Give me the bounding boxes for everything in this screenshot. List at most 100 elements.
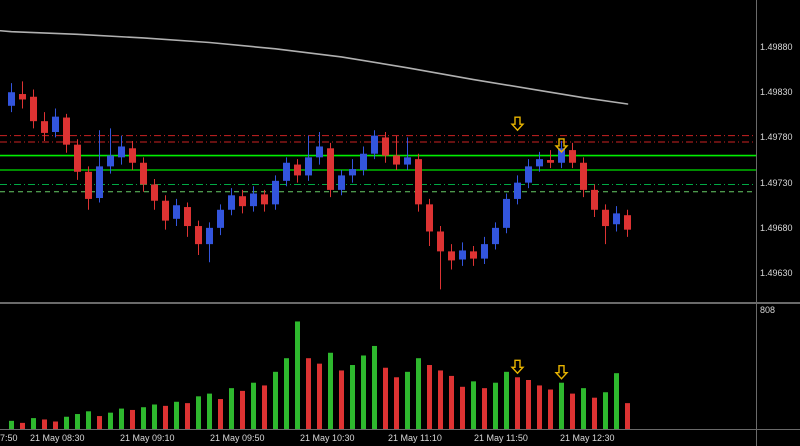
price-chart-pane[interactable] bbox=[0, 0, 756, 302]
volume-bar bbox=[548, 389, 553, 429]
candle bbox=[327, 148, 334, 190]
volume-bar bbox=[108, 412, 113, 429]
candle bbox=[118, 146, 125, 158]
volume-bar bbox=[306, 358, 311, 429]
candle bbox=[415, 159, 422, 205]
volume-bar bbox=[460, 386, 465, 429]
candle bbox=[8, 92, 15, 106]
price-axis-label: 1.49730 bbox=[760, 177, 793, 188]
volume-bar bbox=[361, 355, 366, 429]
volume-bar bbox=[207, 393, 212, 429]
candle bbox=[30, 96, 37, 122]
volume-bar bbox=[262, 385, 267, 429]
volume-bar bbox=[295, 321, 300, 429]
candle bbox=[283, 162, 290, 181]
volume-scale-label: 808 bbox=[760, 305, 776, 315]
volume-bar bbox=[625, 403, 630, 429]
candle bbox=[184, 207, 191, 227]
volume-bar bbox=[31, 418, 36, 429]
time-axis-label: 7:50 bbox=[0, 433, 18, 443]
volume-bar bbox=[42, 419, 47, 429]
candle bbox=[96, 166, 103, 199]
volume-bars bbox=[9, 321, 630, 429]
volume-bar bbox=[64, 416, 69, 429]
volume-bar bbox=[284, 358, 289, 429]
candle bbox=[459, 250, 466, 260]
candle bbox=[206, 227, 213, 245]
time-axis[interactable]: 7:50 21 May 08:30 21 May 09:10 21 May 09:50… bbox=[0, 430, 800, 446]
volume-bar bbox=[581, 388, 586, 429]
candle bbox=[503, 198, 510, 228]
candle bbox=[228, 195, 235, 210]
candle bbox=[63, 117, 70, 145]
candle bbox=[261, 194, 268, 205]
price-axis-label: 1.49880 bbox=[760, 42, 793, 53]
time-axis-label: 21 May 11:10 bbox=[388, 433, 442, 443]
volume-bar bbox=[119, 408, 124, 429]
candle bbox=[19, 94, 26, 100]
candle bbox=[404, 157, 411, 165]
volume-bar bbox=[317, 363, 322, 429]
volume-bar bbox=[372, 345, 377, 429]
candle bbox=[470, 251, 477, 259]
horizontal-level-lines bbox=[0, 135, 756, 193]
volume-bar bbox=[482, 388, 487, 429]
candle bbox=[316, 146, 323, 158]
volume-bar bbox=[592, 397, 597, 429]
time-axis-label: 21 May 08:30 bbox=[30, 433, 85, 443]
candle bbox=[85, 171, 92, 199]
candle bbox=[173, 205, 180, 219]
volume-bar bbox=[9, 420, 14, 429]
volume-bar bbox=[449, 375, 454, 429]
candle bbox=[536, 159, 543, 167]
sell-signal-arrow bbox=[510, 359, 525, 375]
volume-bar bbox=[240, 390, 245, 429]
volume-bar bbox=[174, 401, 179, 429]
candle bbox=[613, 213, 620, 225]
sell-signal-arrow bbox=[510, 116, 525, 132]
volume-bar bbox=[614, 373, 619, 429]
candle bbox=[140, 162, 147, 185]
candle bbox=[338, 175, 345, 190]
candle bbox=[547, 160, 554, 163]
candle bbox=[382, 137, 389, 156]
candle bbox=[580, 162, 587, 190]
candle bbox=[591, 189, 598, 210]
candle bbox=[41, 121, 48, 133]
candle bbox=[272, 180, 279, 205]
candle bbox=[349, 169, 356, 176]
candle bbox=[393, 155, 400, 165]
candle bbox=[448, 251, 455, 261]
time-axis-label: 21 May 12:30 bbox=[560, 433, 615, 443]
candle bbox=[217, 209, 224, 228]
volume-bar bbox=[405, 371, 410, 429]
volume-bar bbox=[570, 393, 575, 429]
candle bbox=[107, 155, 114, 167]
volume-bar bbox=[493, 382, 498, 429]
pane-splitter[interactable] bbox=[0, 302, 800, 304]
candle bbox=[239, 196, 246, 207]
volume-bar bbox=[196, 396, 201, 429]
price-axis-label: 1.49830 bbox=[760, 87, 793, 98]
volume-bar bbox=[75, 414, 80, 429]
volume-bar bbox=[251, 382, 256, 429]
volume-bar bbox=[416, 358, 421, 429]
price-axis[interactable]: 1.49880 1.49830 1.49780 1.49730 1.49680 1.496… bbox=[756, 0, 800, 302]
volume-bar bbox=[559, 382, 564, 429]
volume-bar bbox=[53, 421, 58, 429]
volume-bar bbox=[229, 388, 234, 429]
volume-bar bbox=[526, 379, 531, 429]
volume-bar bbox=[130, 409, 135, 429]
candle bbox=[481, 244, 488, 259]
volume-bar bbox=[504, 371, 509, 429]
volume-pane[interactable] bbox=[0, 304, 756, 430]
time-axis-border bbox=[0, 429, 800, 430]
volume-bar bbox=[394, 377, 399, 429]
candle bbox=[569, 150, 576, 163]
volume-bar bbox=[427, 365, 432, 429]
candle bbox=[371, 135, 378, 154]
volume-bar bbox=[471, 381, 476, 429]
volume-bar bbox=[20, 422, 25, 429]
candle bbox=[558, 148, 565, 163]
